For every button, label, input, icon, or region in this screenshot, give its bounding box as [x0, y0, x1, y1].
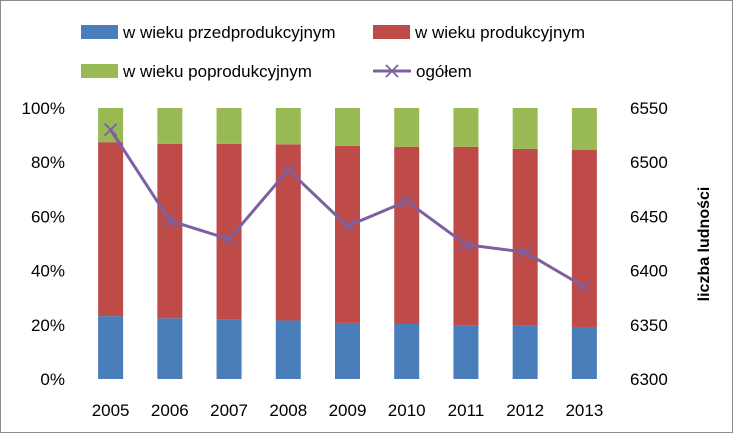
- left-tick-label: 60%: [31, 207, 65, 226]
- bar-2010-series-1: [394, 146, 420, 324]
- legend: w wieku przedprodukcyjnym w wieku produkc…: [81, 23, 585, 81]
- total-point-2011: [459, 237, 473, 252]
- right-tick-label: 6550: [630, 99, 668, 118]
- right-tick-label: 6350: [630, 316, 668, 335]
- total-point-2008: [281, 163, 295, 177]
- bar-2009-series-2: [335, 108, 360, 146]
- bar-2012-series-0: [512, 325, 538, 379]
- legend-swatch-0: [81, 25, 118, 39]
- total-point-2013: [577, 280, 592, 294]
- right-axis-title: liczba ludności: [696, 187, 713, 302]
- bar-2013-series-2: [571, 108, 597, 151]
- bar-2009-series-0: [335, 322, 360, 379]
- left-tick-label: 20%: [31, 316, 65, 335]
- left-tick-label: 100%: [22, 99, 65, 118]
- left-tick-label: 80%: [31, 153, 65, 172]
- legend-label-total: ogółem: [416, 62, 472, 81]
- bar-2011-series-2: [453, 108, 479, 147]
- right-tick-label: 6300: [630, 370, 668, 389]
- x-tick-label: 2013: [565, 401, 603, 420]
- total-point-2007: [222, 232, 236, 246]
- right-axis-ticks: 6300 6350 6400 6450 6500 6550: [630, 99, 668, 389]
- right-tick-label: 6400: [630, 262, 668, 281]
- x-tick-label: 2007: [210, 401, 248, 420]
- left-tick-label: 0%: [40, 370, 65, 389]
- left-axis-ticks: 0% 20% 40% 60% 80% 100%: [22, 99, 65, 389]
- bar-2009-series-1: [335, 145, 360, 323]
- bar-2012-series-1: [512, 148, 538, 326]
- bar-2008-series-1: [275, 144, 301, 321]
- bar-2006-series-2: [157, 108, 183, 144]
- bar-2013-series-0: [571, 326, 597, 379]
- total-point-2006: [163, 214, 177, 228]
- x-tick-label: 2010: [388, 401, 426, 420]
- bar-2011-series-1: [453, 146, 479, 326]
- axes: 0%20%40%60%80%100% 630063506400645065006…: [22, 99, 713, 420]
- left-tick-label: 40%: [31, 262, 65, 281]
- right-tick-label: 6500: [630, 153, 668, 172]
- x-tick-label: 2012: [506, 401, 544, 420]
- x-tick-label: 2011: [448, 401, 485, 420]
- x-tick-label: 2008: [269, 401, 307, 420]
- legend-swatch-2: [81, 64, 118, 78]
- legend-label-0: w wieku przedprodukcyjnym: [122, 23, 336, 42]
- bar-2007-series-2: [216, 108, 242, 144]
- bar-2012-series-2: [512, 108, 538, 149]
- bar-2010-series-0: [394, 323, 420, 379]
- total-point-2010: [400, 194, 414, 208]
- total-point-2005: [103, 123, 118, 137]
- x-tick-label: 2005: [92, 401, 130, 420]
- bar-2013-series-1: [571, 150, 597, 327]
- x-tick-label: 2006: [151, 401, 189, 420]
- legend-label-2: w wieku poprodukcyjnym: [122, 62, 312, 81]
- bar-2005-series-0: [98, 316, 124, 379]
- bar-2010-series-2: [394, 108, 420, 147]
- bar-2006-series-0: [157, 318, 183, 379]
- x-axis-ticks: 2005 2006 2007 2008 2009 2010 2011 2012 2013: [92, 401, 604, 420]
- bar-2005-series-2: [98, 108, 124, 143]
- bar-2005-series-1: [98, 142, 124, 317]
- bar-2011-series-0: [453, 325, 479, 379]
- right-tick-label: 6450: [630, 207, 668, 226]
- legend-label-1: w wieku produkcyjnym: [414, 23, 585, 42]
- total-point-2009: [340, 219, 355, 233]
- x-tick-label: 2009: [329, 401, 367, 420]
- bar-2008-series-0: [275, 320, 301, 379]
- bar-2007-series-0: [216, 319, 242, 379]
- total-line: [103, 123, 592, 294]
- bars: [98, 108, 597, 379]
- legend-swatch-1: [373, 25, 410, 39]
- legend-x-marker-icon: [385, 64, 399, 78]
- total-point-2012: [518, 245, 532, 259]
- bar-2008-series-2: [275, 108, 301, 145]
- bar-2006-series-1: [157, 143, 183, 319]
- bar-2007-series-1: [216, 143, 242, 320]
